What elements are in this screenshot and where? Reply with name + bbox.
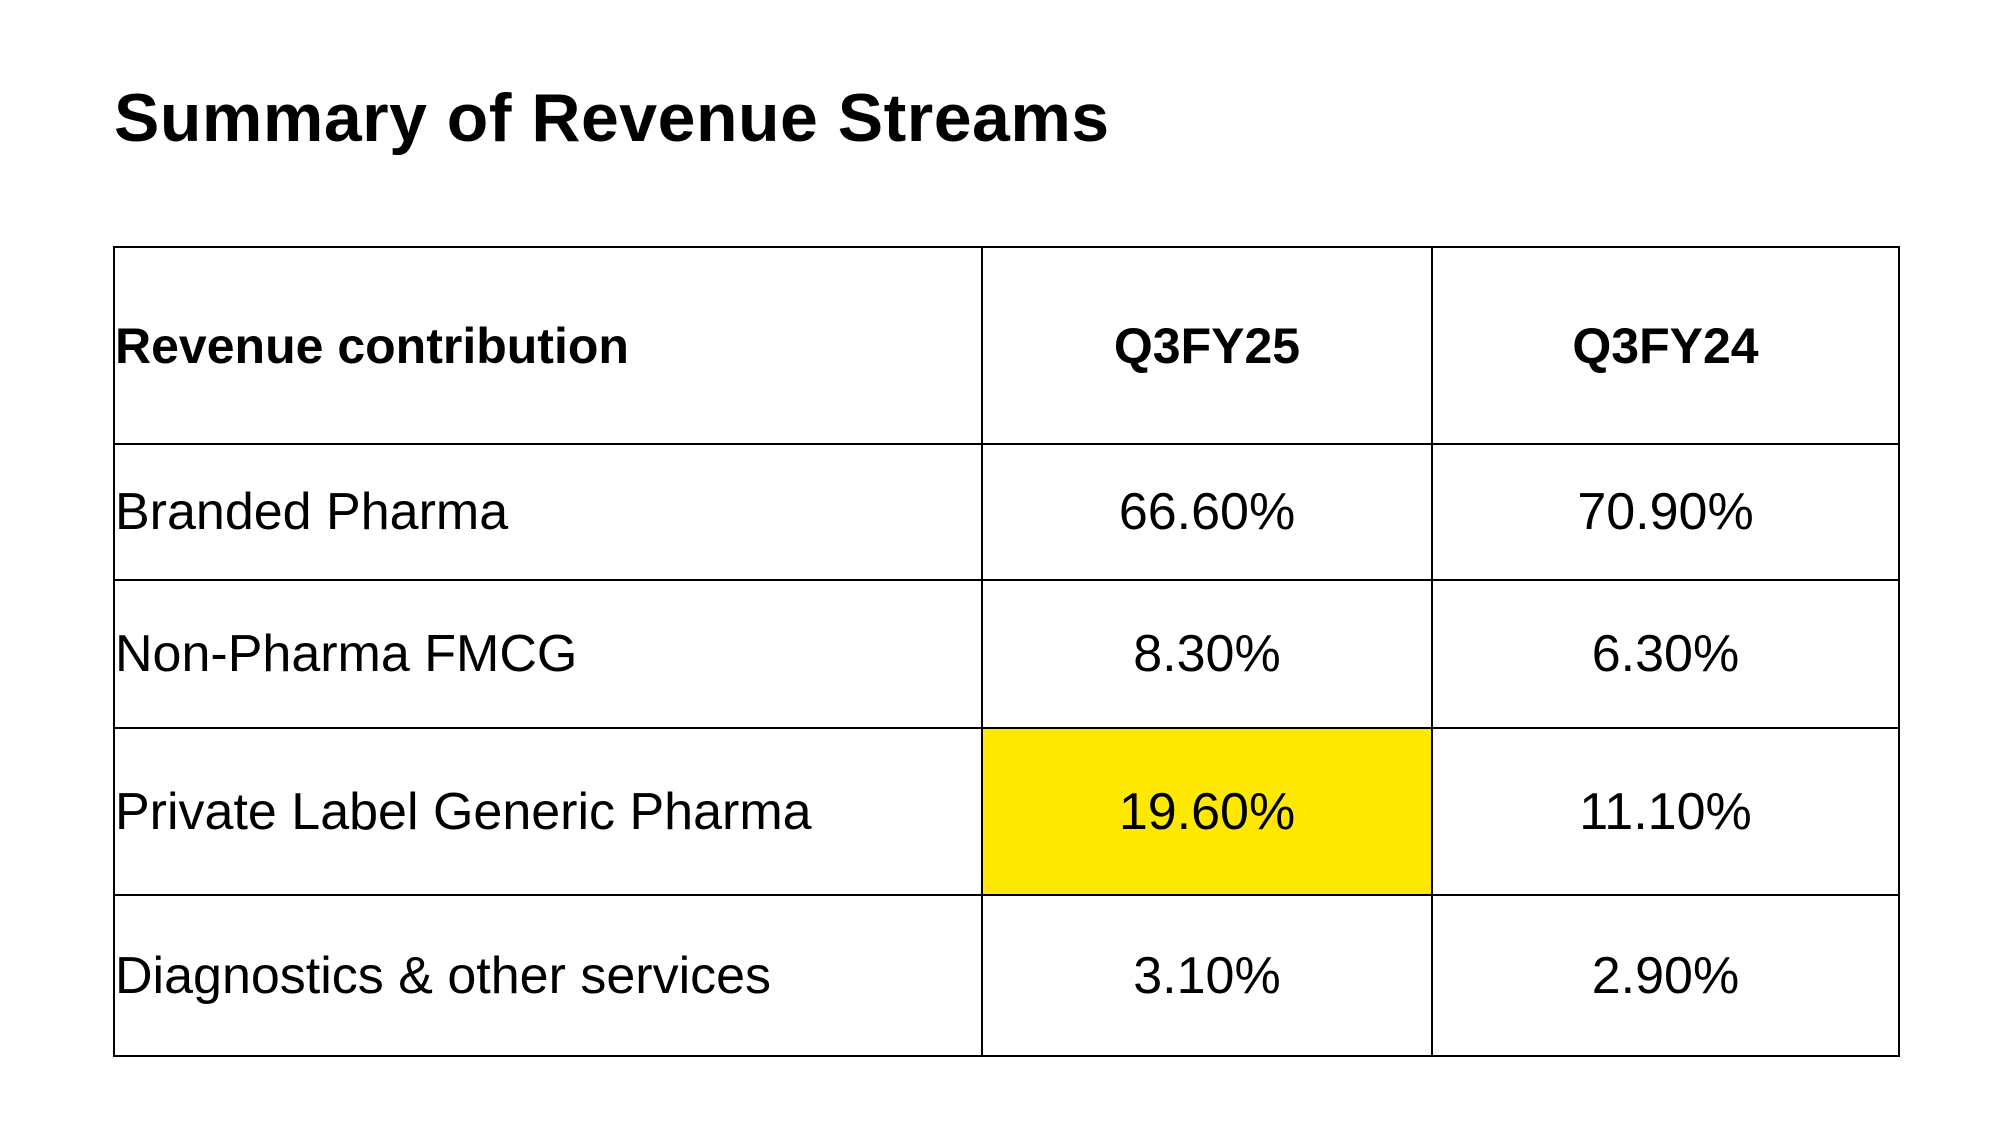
cell-q3fy25-highlighted: 19.60% xyxy=(981,727,1433,896)
header-q3fy24: Q3FY24 xyxy=(1431,246,1900,445)
header-q3fy25: Q3FY25 xyxy=(981,246,1433,445)
cell-q3fy25: 3.10% xyxy=(981,894,1433,1057)
row-label: Private Label Generic Pharma xyxy=(113,727,983,896)
table-header-row: Revenue contribution Q3FY25 Q3FY24 xyxy=(113,246,1900,445)
table-row: Non-Pharma FMCG 8.30% 6.30% xyxy=(113,579,1900,729)
row-label: Branded Pharma xyxy=(113,443,983,581)
cell-q3fy24: 6.30% xyxy=(1431,579,1900,729)
cell-q3fy25: 8.30% xyxy=(981,579,1433,729)
row-label: Non-Pharma FMCG xyxy=(113,579,983,729)
cell-q3fy25: 66.60% xyxy=(981,443,1433,581)
page-title: Summary of Revenue Streams xyxy=(114,80,1110,156)
table-row: Diagnostics & other services 3.10% 2.90% xyxy=(113,894,1900,1057)
revenue-table: Revenue contribution Q3FY25 Q3FY24 Brand… xyxy=(113,246,1900,1057)
cell-q3fy24: 70.90% xyxy=(1431,443,1900,581)
header-revenue-contribution: Revenue contribution xyxy=(113,246,983,445)
cell-q3fy24: 11.10% xyxy=(1431,727,1900,896)
table-row: Private Label Generic Pharma 19.60% 11.1… xyxy=(113,727,1900,896)
table-row: Branded Pharma 66.60% 70.90% xyxy=(113,443,1900,581)
row-label: Diagnostics & other services xyxy=(113,894,983,1057)
cell-q3fy24: 2.90% xyxy=(1431,894,1900,1057)
